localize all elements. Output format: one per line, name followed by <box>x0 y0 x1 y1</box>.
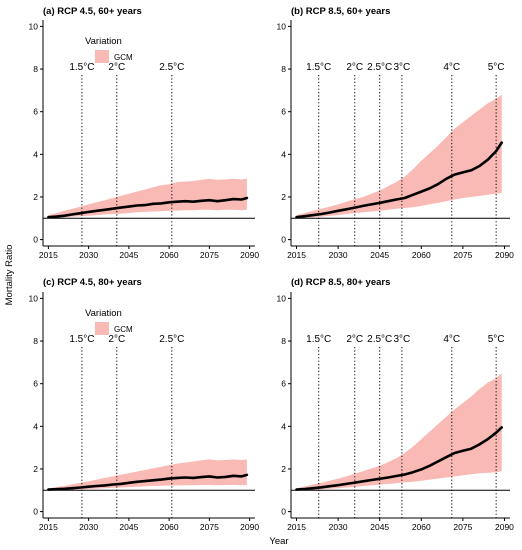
panel-4-threshold-label-0: 1.5°C <box>306 334 331 345</box>
panel-2: (b) RCP 8.5, 60+ years 1.5°C 2°C 2.5°C 3°C 4°… <box>277 6 515 260</box>
panel-1-threshold-label-0: 1.5°C <box>69 62 94 73</box>
panel-1-legend-title: Variation <box>85 36 122 47</box>
panel-4-ytick-label-3: 6 <box>281 379 286 389</box>
panel-3-threshold-label-0: 1.5°C <box>69 334 94 345</box>
panel-1-ytick-label-5: 10 <box>29 21 39 31</box>
panel-4-gcm-band <box>296 373 502 491</box>
panel-3-ytick-label-5: 10 <box>29 293 39 303</box>
panel-4-xtick-label-5: 2090 <box>495 522 514 532</box>
panel-1: (a) RCP 4.5, 60+ years 1.5°C 2°C 2.5°C 0 2 4 6 8… <box>29 6 260 260</box>
panel-1-ytick-label-4: 8 <box>33 64 38 74</box>
panel-1-xtick-label-0: 2015 <box>39 250 58 260</box>
panel-3-threshold-label-1: 2°C <box>108 334 125 345</box>
panel-1-mean-line <box>47 196 249 219</box>
panel-4-xtick-label-1: 2030 <box>329 522 348 532</box>
panel-1-xtick-label-5: 2090 <box>240 250 259 260</box>
panel-3-ytick-label-1: 2 <box>33 464 38 474</box>
panel-3-mean-line <box>47 473 249 491</box>
panel-2-xtick-label-0: 2015 <box>287 250 306 260</box>
panel-3-xtick-label-0: 2015 <box>39 522 58 532</box>
panel-4-xtick-label-4: 2075 <box>453 522 472 532</box>
panel-2-ytick-label-4: 8 <box>281 64 286 74</box>
panel-3-legend-entry: GCM <box>114 325 133 334</box>
panel-4-threshold-label-3: 3°C <box>393 334 410 345</box>
shared-xlabel: Year <box>269 536 288 547</box>
panel-1-xtick-label-4: 2075 <box>200 250 219 260</box>
panel-2-threshold-label-3: 3°C <box>393 62 410 73</box>
panel-4: (d) RCP 8.5, 80+ years 1.5°C 2°C 2.5°C 3°C 4°… <box>277 277 515 532</box>
shared-ylabel: Mortality Ratio <box>4 245 15 306</box>
panel-3-legend-swatch <box>95 322 109 335</box>
panel-3: (c) RCP 4.5, 80+ years 1.5°C 2°C 2.5°C 0 2 4 6 8… <box>29 277 260 532</box>
panel-1-xtick-label-1: 2030 <box>79 250 98 260</box>
panel-2-xtick-label-4: 2075 <box>453 250 472 260</box>
panel-1-ytick-label-2: 4 <box>33 149 38 159</box>
panel-2-gcm-band <box>296 94 502 219</box>
panel-3-ytick-label-3: 6 <box>33 379 38 389</box>
panel-2-threshold-label-2: 2.5°C <box>367 62 392 73</box>
panel-3-title: (c) RCP 4.5, 80+ years <box>43 277 142 288</box>
panel-3-ytick-label-2: 4 <box>33 421 38 431</box>
panel-3-threshold-label-2: 2.5°C <box>159 334 184 345</box>
panel-1-ytick-label-0: 0 <box>33 235 38 245</box>
panel-3-xtick-label-2: 2045 <box>119 522 138 532</box>
panel-3-gcm-band <box>48 459 247 491</box>
panel-2-xtick-label-2: 2045 <box>370 250 389 260</box>
panel-4-ytick-label-4: 8 <box>281 336 286 346</box>
panel-1-ytick-label-1: 2 <box>33 192 38 202</box>
panel-2-mean-line <box>295 141 504 219</box>
panel-2-threshold-label-4: 4°C <box>443 62 460 73</box>
panel-4-threshold-label-2: 2.5°C <box>367 334 392 345</box>
panel-3-legend-title: Variation <box>85 308 122 319</box>
panel-2-threshold-label-1: 2°C <box>346 62 363 73</box>
panel-1-title: (a) RCP 4.5, 60+ years <box>43 6 142 17</box>
panel-4-threshold-label-5: 5°C <box>488 334 505 345</box>
panel-2-ytick-label-3: 6 <box>281 107 286 117</box>
panel-4-ytick-label-1: 2 <box>281 464 286 474</box>
panel-4-threshold-label-1: 2°C <box>346 334 363 345</box>
panel-4-mean-line <box>295 426 504 491</box>
panel-2-xtick-label-1: 2030 <box>329 250 348 260</box>
panel-4-ytick-label-5: 10 <box>277 293 287 303</box>
panel-4-title: (d) RCP 8.5, 80+ years <box>291 277 390 288</box>
panel-1-xtick-label-2: 2045 <box>119 250 138 260</box>
panel-2-xtick-label-3: 2060 <box>412 250 431 260</box>
panel-2-ytick-label-1: 2 <box>281 192 286 202</box>
panel-1-xtick-label-3: 2060 <box>160 250 179 260</box>
panel-1-ytick-label-3: 6 <box>33 107 38 117</box>
panel-1-threshold-label-1: 2°C <box>108 62 125 73</box>
panel-3-xtick-label-4: 2075 <box>200 522 219 532</box>
panel-3-xtick-label-5: 2090 <box>240 522 259 532</box>
panel-4-threshold-label-4: 4°C <box>443 334 460 345</box>
panel-2-title: (b) RCP 8.5, 60+ years <box>291 6 390 17</box>
panel-1-gcm-band <box>48 178 247 219</box>
panel-4-xtick-label-3: 2060 <box>412 522 431 532</box>
panel-3-ytick-label-0: 0 <box>33 507 38 517</box>
panel-3-ytick-label-4: 8 <box>33 336 38 346</box>
panel-2-threshold-label-0: 1.5°C <box>306 62 331 73</box>
panel-4-ytick-label-0: 0 <box>281 507 286 517</box>
panel-2-threshold-label-5: 5°C <box>488 62 505 73</box>
panel-1-legend-swatch <box>95 50 109 63</box>
panel-4-xtick-label-0: 2015 <box>287 522 306 532</box>
panel-1-legend-entry: GCM <box>114 53 133 62</box>
panel-2-ytick-label-2: 4 <box>281 149 286 159</box>
panel-1-threshold-label-2: 2.5°C <box>159 62 184 73</box>
panel-2-xtick-label-5: 2090 <box>495 250 514 260</box>
panel-3-xtick-label-3: 2060 <box>160 522 179 532</box>
panel-4-xtick-label-2: 2045 <box>370 522 389 532</box>
panel-2-ytick-label-5: 10 <box>277 21 287 31</box>
panel-4-ytick-label-2: 4 <box>281 421 286 431</box>
panel-2-ytick-label-0: 0 <box>281 235 286 245</box>
panel-3-xtick-label-1: 2030 <box>79 522 98 532</box>
